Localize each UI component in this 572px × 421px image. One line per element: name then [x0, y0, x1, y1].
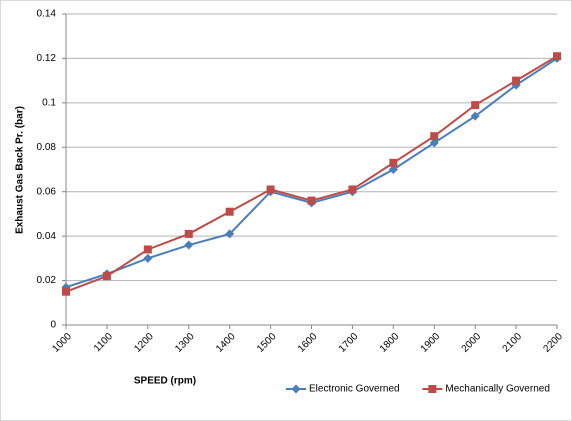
marker	[470, 111, 480, 121]
y-tick-label: 0.12	[37, 53, 57, 64]
legend-marker	[291, 384, 301, 394]
marker	[225, 207, 234, 216]
marker	[225, 229, 235, 239]
marker	[143, 253, 153, 263]
x-axis-label: SPEED (rpm)	[134, 376, 196, 387]
marker	[307, 196, 316, 205]
y-tick-label: 0.08	[37, 142, 57, 153]
marker	[553, 52, 561, 61]
marker	[471, 101, 480, 110]
marker	[184, 229, 193, 238]
marker	[512, 76, 521, 85]
marker	[389, 158, 398, 167]
marker	[62, 287, 70, 296]
y-tick-label: 0.04	[37, 231, 57, 242]
y-tick-label: 0.02	[37, 275, 57, 286]
y-tick-label: 0.1	[42, 97, 56, 108]
marker	[429, 138, 439, 148]
marker	[388, 165, 398, 174]
y-tick-label: 0.06	[37, 186, 57, 197]
legend-label: Electronic Governed	[309, 384, 400, 395]
marker	[143, 245, 152, 254]
y-tick-label: 0	[50, 320, 56, 331]
legend-label: Mechanically Governed	[445, 384, 550, 395]
marker	[348, 185, 357, 194]
marker	[266, 185, 275, 194]
legend-marker	[428, 385, 437, 393]
y-axis-label: Exhaust Gas Back Pr. (bar)	[15, 106, 26, 234]
marker	[184, 240, 194, 250]
y-tick-label: 0.14	[37, 9, 57, 20]
marker	[102, 272, 111, 281]
marker	[430, 132, 439, 141]
